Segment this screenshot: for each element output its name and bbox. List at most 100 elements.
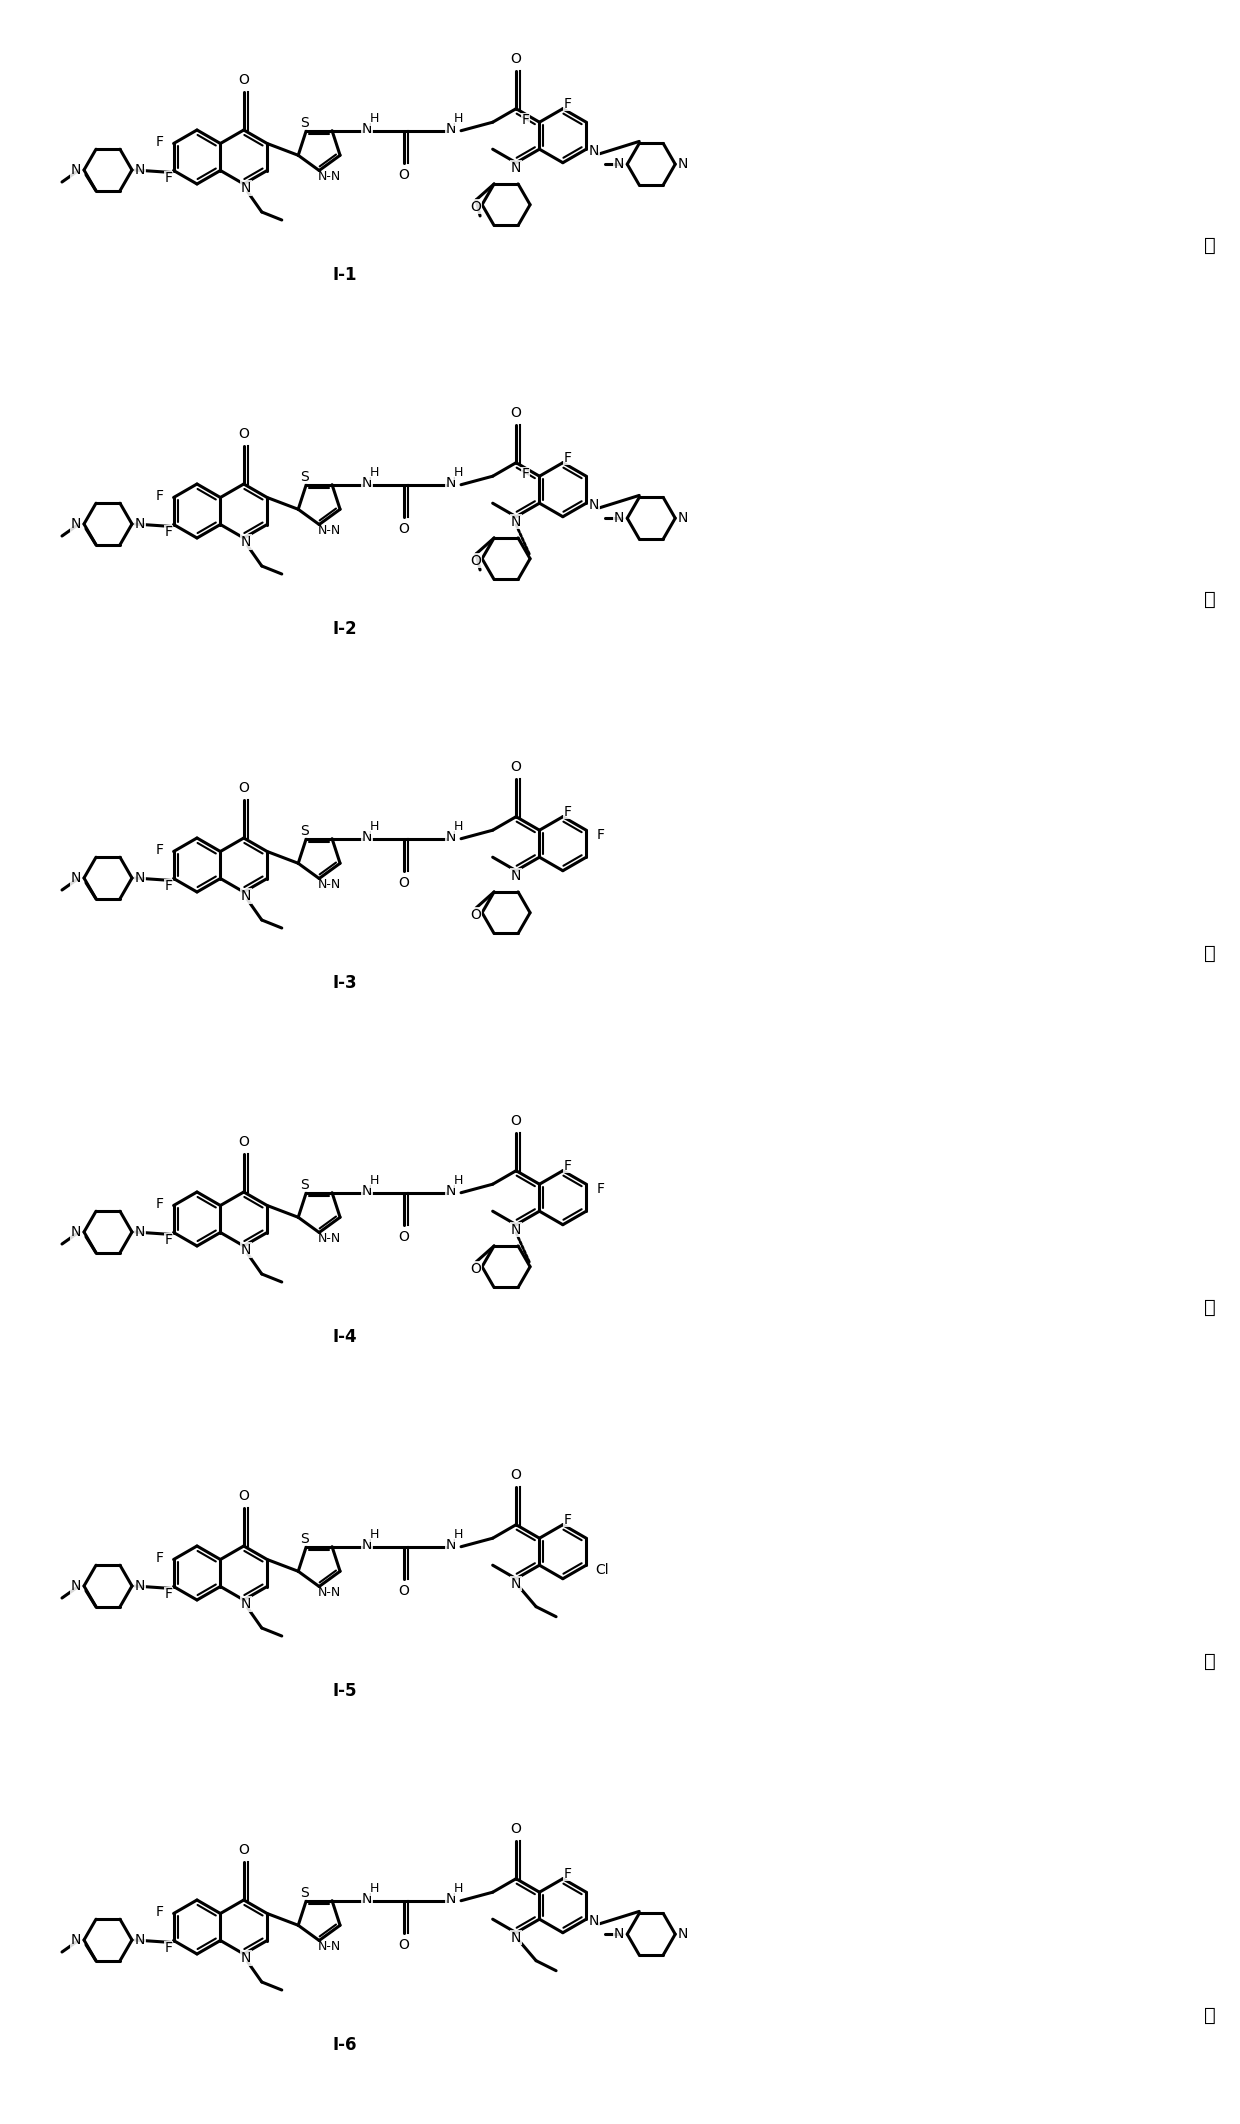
Text: S: S xyxy=(300,1886,309,1899)
Text: O: O xyxy=(511,1822,522,1835)
Text: N: N xyxy=(362,830,372,843)
Text: N: N xyxy=(362,1183,372,1198)
Text: N: N xyxy=(71,1226,81,1238)
Text: 或: 或 xyxy=(1204,1298,1216,1317)
Text: N: N xyxy=(614,1926,625,1941)
Text: I-3: I-3 xyxy=(332,975,357,992)
Text: N: N xyxy=(446,121,456,136)
Text: I-1: I-1 xyxy=(332,266,357,285)
Text: F: F xyxy=(165,1941,172,1956)
Text: O: O xyxy=(398,1937,409,1952)
Text: N: N xyxy=(678,512,688,525)
Text: S: S xyxy=(300,824,309,837)
Text: F: F xyxy=(165,1234,172,1247)
Text: F: F xyxy=(165,172,172,185)
Text: 或: 或 xyxy=(1204,590,1216,607)
Text: Cl: Cl xyxy=(595,1563,609,1578)
Text: I-4: I-4 xyxy=(332,1328,357,1347)
Text: 或: 或 xyxy=(1204,1652,1216,1669)
Text: O: O xyxy=(238,72,249,87)
Text: H: H xyxy=(370,1527,378,1542)
Text: N: N xyxy=(241,1952,250,1965)
Text: N: N xyxy=(241,1243,250,1257)
Text: N: N xyxy=(511,1576,521,1591)
Text: N: N xyxy=(614,157,625,172)
Text: O: O xyxy=(511,1113,522,1128)
Text: H: H xyxy=(454,1527,463,1542)
Text: F: F xyxy=(564,1160,572,1172)
Text: F: F xyxy=(564,1867,572,1880)
Text: N: N xyxy=(71,1933,81,1948)
Text: O: O xyxy=(398,1230,409,1245)
Text: O: O xyxy=(471,554,481,567)
Text: N: N xyxy=(362,1538,372,1553)
Text: F: F xyxy=(596,828,604,843)
Text: I-2: I-2 xyxy=(332,620,357,637)
Text: H: H xyxy=(370,1882,378,1895)
Text: N: N xyxy=(589,1914,599,1929)
Text: F: F xyxy=(564,450,572,465)
Text: 或: 或 xyxy=(1204,2005,1216,2024)
Text: N: N xyxy=(135,871,145,886)
Text: F: F xyxy=(155,1551,164,1565)
Text: S: S xyxy=(300,115,309,130)
Text: N: N xyxy=(678,157,688,172)
Text: H: H xyxy=(454,465,463,480)
Text: H: H xyxy=(454,820,463,833)
Text: H: H xyxy=(370,113,378,125)
Text: F: F xyxy=(165,879,172,894)
Text: N: N xyxy=(362,476,372,491)
Text: N: N xyxy=(241,181,250,195)
Text: N: N xyxy=(71,1578,81,1593)
Text: N: N xyxy=(446,1538,456,1553)
Text: F: F xyxy=(155,134,164,149)
Text: N: N xyxy=(678,1926,688,1941)
Text: O: O xyxy=(238,782,249,794)
Text: I-6: I-6 xyxy=(332,2037,357,2054)
Text: N-N: N-N xyxy=(317,170,341,183)
Text: N: N xyxy=(446,1892,456,1905)
Text: O: O xyxy=(511,760,522,773)
Text: N: N xyxy=(135,516,145,531)
Text: N-N: N-N xyxy=(317,879,341,892)
Text: H: H xyxy=(370,820,378,833)
Text: O: O xyxy=(511,1468,522,1483)
Text: N: N xyxy=(362,121,372,136)
Text: O: O xyxy=(471,200,481,215)
Text: O: O xyxy=(511,406,522,421)
Text: O: O xyxy=(238,1844,249,1856)
Text: H: H xyxy=(454,113,463,125)
Text: N: N xyxy=(362,1892,372,1905)
Text: N: N xyxy=(511,161,521,174)
Text: N-N: N-N xyxy=(317,1232,341,1245)
Text: N: N xyxy=(511,1223,521,1236)
Text: N-N: N-N xyxy=(317,1941,341,1954)
Text: F: F xyxy=(522,113,529,127)
Text: F: F xyxy=(155,489,164,503)
Text: F: F xyxy=(165,525,172,539)
Text: N: N xyxy=(71,871,81,886)
Text: O: O xyxy=(238,1134,249,1149)
Text: 或: 或 xyxy=(1204,943,1216,962)
Text: O: O xyxy=(511,51,522,66)
Text: O: O xyxy=(398,1585,409,1597)
Text: F: F xyxy=(564,1512,572,1527)
Text: N: N xyxy=(135,164,145,176)
Text: N: N xyxy=(589,144,599,157)
Text: N: N xyxy=(241,1597,250,1610)
Text: O: O xyxy=(471,1262,481,1277)
Text: N: N xyxy=(135,1226,145,1238)
Text: O: O xyxy=(238,1489,249,1504)
Text: N-N: N-N xyxy=(317,1587,341,1599)
Text: H: H xyxy=(370,1175,378,1187)
Text: N: N xyxy=(241,890,250,903)
Text: F: F xyxy=(522,467,529,482)
Text: O: O xyxy=(238,427,249,442)
Text: H: H xyxy=(370,465,378,480)
Text: O: O xyxy=(398,168,409,183)
Text: S: S xyxy=(300,469,309,484)
Text: F: F xyxy=(596,1183,604,1196)
Text: F: F xyxy=(564,805,572,818)
Text: F: F xyxy=(165,1587,172,1601)
Text: F: F xyxy=(155,1905,164,1918)
